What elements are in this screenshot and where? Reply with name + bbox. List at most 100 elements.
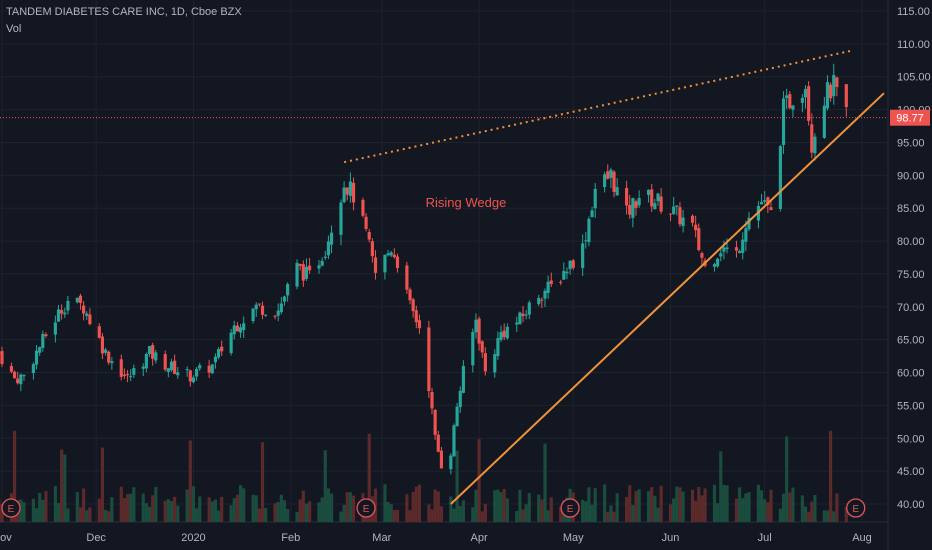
candle-body [100,336,105,354]
volume-bar [389,504,393,522]
volume-bar [474,489,478,522]
candle-body [518,312,522,325]
candle-body [320,260,324,266]
price-tick-label: 65.00 [897,335,925,347]
candle-body [722,247,726,252]
candle-body [612,171,616,192]
volume-bar [154,486,158,522]
volume-bar [12,430,17,522]
volume-bar [188,440,192,522]
candle-body [364,216,368,229]
volume-bar [44,491,48,522]
candle-body [191,377,196,383]
volume-bar [141,493,145,522]
volume-bar [668,504,673,522]
volume-bar [345,492,349,522]
candle-body [125,373,130,376]
candle-body [822,105,826,138]
volume-bar [85,510,89,522]
volume-bar [351,495,356,522]
candle-body [56,309,61,322]
candle-body [370,241,374,257]
volume-bar [612,511,616,522]
candle-body [308,265,312,271]
volume-bar [759,490,764,522]
volume-bar [88,507,92,522]
volume-bar [257,508,261,522]
candle-body [694,224,698,231]
volume-bar [625,496,629,522]
volume-bar [738,487,742,522]
volume-bar [791,487,795,522]
price-tick-label: 45.00 [897,466,925,478]
volume-bar [411,492,415,522]
candle-body [700,253,704,258]
volume-bar [603,484,607,522]
candle-body [34,350,39,365]
volume-bar [173,496,177,522]
volume-bar [367,433,371,522]
candle-body [147,346,152,354]
candle-body [427,327,431,392]
volume-bar [825,510,830,522]
volume-bar [392,510,396,522]
candle-body [198,365,202,369]
price-tick-label: 55.00 [897,400,925,412]
candle-body [803,89,808,98]
volume-bar [656,507,660,522]
candle-body [461,366,465,393]
candle-body [540,299,544,301]
volume-bar [521,509,525,522]
candle-body [628,204,632,215]
volume-bar [524,504,528,522]
candle-body [395,256,400,268]
candle-body [144,354,148,369]
candle-body [738,251,742,254]
candle-body [342,187,346,203]
candle-body [433,409,437,435]
candle-body [493,354,497,373]
volume-bar [147,506,152,522]
candle-body [176,372,180,376]
candle-body [659,196,663,212]
candle-body [417,320,422,329]
volume-bar [543,443,547,522]
candle-body [747,217,751,230]
candle-body [329,232,334,245]
earnings-icon [846,498,866,518]
candle-body [650,189,654,207]
candle-body [458,390,462,408]
candle-body [439,450,443,469]
candle-body [351,182,356,203]
volume-bar [66,508,70,522]
candle-body [537,298,541,304]
volume-bar [493,490,497,522]
candle-body [571,260,575,268]
candle-body [524,314,528,316]
volume-bar [722,484,726,522]
candle-body [323,256,327,258]
candle-body [129,376,133,378]
volume-bar [527,493,531,522]
volume-bar [198,496,202,522]
volume-bar [301,490,305,522]
candle-body [264,314,268,316]
time-tick-label: Jun [662,532,680,544]
candle-body [185,369,189,371]
volume-bar [298,499,302,522]
volume-bar [766,502,770,522]
volume-bar [778,508,782,522]
candle-body [345,187,349,195]
candle-body [107,351,111,363]
candle-body [163,354,167,370]
candle-body [502,330,506,338]
candle-body [195,369,199,377]
candle-body [455,406,459,427]
candle-body [405,265,409,290]
candle-body [97,326,101,338]
earnings-label: E [363,504,370,515]
candle-body [53,322,57,335]
volume-bar [756,484,761,522]
volume-bar [125,494,130,522]
